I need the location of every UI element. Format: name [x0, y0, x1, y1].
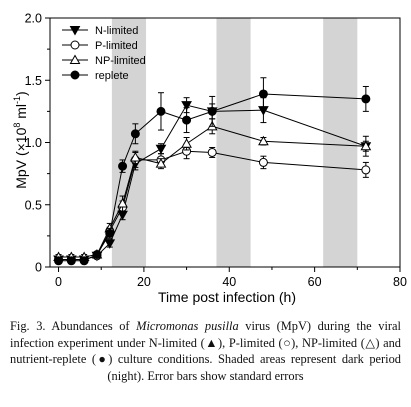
- data-point-replete-4: [105, 228, 115, 238]
- series-NP-limited: [53, 118, 372, 262]
- data-point-replete-1: [66, 256, 76, 266]
- series-line-NP-limited: [58, 125, 366, 258]
- legend: N-limited P-limited NP-limited replete: [62, 25, 146, 82]
- y-axis-title-main: MpV (×10: [13, 127, 29, 188]
- data-point-replete-6: [130, 129, 140, 139]
- data-point-NP-limited-10: [258, 135, 269, 146]
- x-axis-title: Time post infection (h): [158, 289, 296, 305]
- caption-part2: virus (MpV) during the viral infection e…: [10, 319, 401, 383]
- x-tick-label-20: 20: [137, 275, 151, 289]
- y-tick-label-4: 2.0: [25, 12, 42, 26]
- data-point-replete-10: [258, 89, 268, 99]
- y-tick-label-2: 1.0: [25, 136, 42, 150]
- series-layer: [53, 77, 372, 266]
- data-point-replete-9: [207, 106, 217, 116]
- y-tick-label-1: 0.5: [25, 198, 42, 212]
- legend-item-P-limited: P-limited: [62, 40, 138, 52]
- legend-label-replete: replete: [95, 70, 129, 82]
- data-point-N-limited-4: [104, 239, 116, 249]
- figure-caption: Fig. 3. Abundances of Micromonas pusilla…: [10, 318, 401, 384]
- data-point-replete-11: [361, 94, 371, 104]
- legend-label-NP-limited: NP-limited: [95, 55, 146, 67]
- y-axis-title-unit-exp: -1: [12, 96, 22, 104]
- data-point-NP-limited-8: [181, 138, 192, 148]
- x-tick-label-80: 80: [393, 275, 407, 289]
- data-point-P-limited-11: [361, 165, 371, 175]
- series-replete: [54, 77, 371, 266]
- data-point-replete-8: [182, 115, 192, 125]
- legend-label-N-limited: N-limited: [95, 25, 138, 37]
- data-point-replete-3: [92, 250, 102, 260]
- y-axis-title-exp: 8: [12, 123, 22, 128]
- caption-part1: Fig. 3. Abundances of: [10, 319, 137, 333]
- caption-species: Micromonas pusilla: [136, 319, 239, 333]
- dark-period-bands: [111, 18, 358, 267]
- x-tick-label-40: 40: [222, 275, 236, 289]
- data-point-replete-0: [54, 256, 64, 266]
- data-point-NP-limited-7: [155, 158, 167, 168]
- dark-period-2: [216, 18, 251, 267]
- legend-item-NP-limited: NP-limited: [62, 54, 146, 67]
- legend-marker-replete: [70, 70, 80, 80]
- legend-item-replete: replete: [62, 70, 129, 82]
- legend-marker-P-limited: [70, 40, 80, 50]
- data-point-replete-7: [156, 106, 166, 116]
- legend-item-N-limited: N-limited: [62, 25, 138, 37]
- data-point-replete-2: [79, 256, 89, 266]
- legend-label-P-limited: P-limited: [95, 40, 138, 52]
- dark-period-3: [323, 18, 358, 267]
- data-point-replete-5: [118, 161, 128, 171]
- y-axis-title-close: ): [13, 91, 29, 96]
- data-point-P-limited-10: [258, 157, 268, 167]
- series-line-P-limited: [58, 150, 366, 261]
- data-point-NP-limited-5: [117, 197, 128, 208]
- y-axis-title-unit: ml: [13, 104, 29, 119]
- data-point-N-limited-7: [155, 144, 167, 155]
- y-tick-label-3: 1.5: [25, 74, 42, 88]
- y-tick-label-0: 0: [35, 261, 42, 275]
- legend-marker-NP-limited: [69, 54, 81, 64]
- data-point-N-limited-8: [181, 101, 192, 111]
- data-point-NP-limited-11: [360, 140, 372, 151]
- y-axis-title: MpV (×108 ml-1): [12, 91, 29, 188]
- legend-marker-N-limited: [69, 26, 81, 36]
- data-point-P-limited-9: [207, 147, 217, 157]
- x-tick-label-60: 60: [308, 275, 322, 289]
- chart: 0 20 40 60 80 0 0.5 1.0 1.5 2.0 N-limited P-limite…: [12, 12, 407, 306]
- axes: 0 20 40 60 80 0 0.5 1.0 1.5 2.0: [25, 12, 407, 290]
- data-point-NP-limited-6: [130, 151, 141, 162]
- x-tick-label-0: 0: [55, 275, 62, 289]
